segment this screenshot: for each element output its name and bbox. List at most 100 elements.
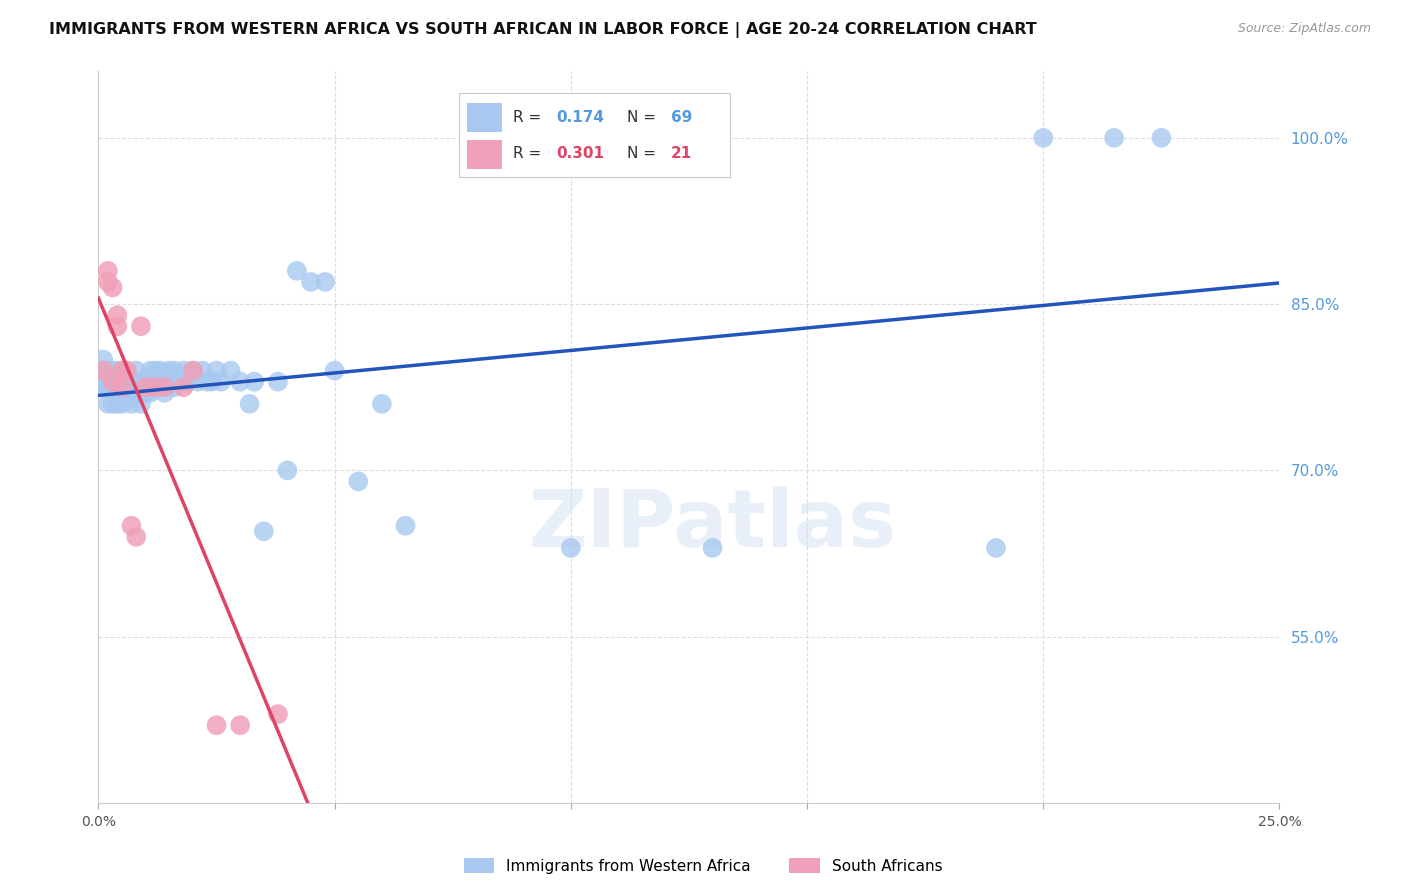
- Point: [129, 319, 152, 334]
- Point: [209, 375, 232, 389]
- Point: [181, 363, 204, 377]
- Point: [121, 518, 143, 533]
- Point: [157, 375, 180, 389]
- Point: [267, 375, 290, 389]
- Point: [135, 375, 157, 389]
- Point: [984, 541, 1007, 555]
- Text: IMMIGRANTS FROM WESTERN AFRICA VS SOUTH AFRICAN IN LABOR FORCE | AGE 20-24 CORRE: IMMIGRANTS FROM WESTERN AFRICA VS SOUTH …: [49, 22, 1038, 38]
- Point: [105, 308, 128, 322]
- Point: [195, 375, 218, 389]
- Text: R =: R =: [513, 111, 546, 125]
- Point: [143, 380, 166, 394]
- Point: [125, 363, 148, 377]
- Point: [97, 275, 120, 289]
- Point: [139, 385, 162, 400]
- Text: N =: N =: [627, 146, 661, 161]
- Point: [101, 397, 124, 411]
- Point: [97, 380, 120, 394]
- Point: [394, 518, 416, 533]
- Point: [191, 363, 214, 377]
- Point: [229, 718, 252, 732]
- Point: [97, 363, 120, 377]
- Text: Source: ZipAtlas.com: Source: ZipAtlas.com: [1237, 22, 1371, 36]
- Text: R =: R =: [513, 146, 546, 161]
- Point: [101, 363, 124, 377]
- FancyBboxPatch shape: [467, 140, 502, 169]
- Point: [201, 375, 224, 389]
- Point: [560, 541, 582, 555]
- Point: [105, 319, 128, 334]
- Point: [111, 397, 134, 411]
- Point: [105, 363, 128, 377]
- Point: [243, 375, 266, 389]
- Point: [91, 352, 114, 367]
- Point: [125, 385, 148, 400]
- Point: [129, 397, 152, 411]
- Point: [1032, 131, 1054, 145]
- Point: [276, 463, 298, 477]
- Point: [299, 275, 322, 289]
- Point: [153, 380, 176, 394]
- Point: [115, 385, 138, 400]
- Point: [139, 363, 162, 377]
- Point: [149, 363, 172, 377]
- Point: [177, 375, 200, 389]
- Point: [323, 363, 346, 377]
- Point: [157, 363, 180, 377]
- Point: [129, 375, 152, 389]
- Point: [1102, 131, 1125, 145]
- Point: [149, 375, 172, 389]
- Point: [172, 363, 194, 377]
- Point: [267, 707, 290, 722]
- Point: [143, 363, 166, 377]
- Point: [135, 385, 157, 400]
- Point: [239, 397, 262, 411]
- FancyBboxPatch shape: [467, 103, 502, 132]
- Point: [105, 397, 128, 411]
- Point: [111, 363, 134, 377]
- Point: [163, 363, 186, 377]
- Point: [97, 264, 120, 278]
- Point: [205, 718, 228, 732]
- Point: [101, 375, 124, 389]
- Point: [153, 385, 176, 400]
- Text: 0.301: 0.301: [557, 146, 605, 161]
- Legend: Immigrants from Western Africa, South Africans: Immigrants from Western Africa, South Af…: [457, 852, 949, 880]
- Point: [205, 363, 228, 377]
- Point: [187, 375, 209, 389]
- Point: [347, 475, 370, 489]
- Text: N =: N =: [627, 111, 661, 125]
- Point: [163, 380, 186, 394]
- Point: [371, 397, 394, 411]
- Point: [111, 380, 134, 394]
- Point: [97, 375, 120, 389]
- Point: [121, 397, 143, 411]
- Point: [105, 375, 128, 389]
- Point: [167, 375, 190, 389]
- Point: [97, 397, 120, 411]
- Point: [135, 380, 157, 394]
- Point: [253, 524, 276, 539]
- Text: 0.174: 0.174: [557, 111, 605, 125]
- Point: [229, 375, 252, 389]
- Point: [172, 380, 194, 394]
- Point: [143, 380, 166, 394]
- Point: [101, 375, 124, 389]
- Point: [285, 264, 308, 278]
- Point: [219, 363, 242, 377]
- Point: [115, 363, 138, 377]
- Point: [115, 363, 138, 377]
- Text: ZIPatlas: ZIPatlas: [529, 486, 897, 564]
- Point: [115, 375, 138, 389]
- Point: [121, 375, 143, 389]
- Text: 69: 69: [671, 111, 692, 125]
- Point: [125, 530, 148, 544]
- Point: [91, 363, 114, 377]
- Point: [101, 280, 124, 294]
- Point: [101, 380, 124, 394]
- Point: [111, 375, 134, 389]
- Point: [91, 380, 114, 394]
- Point: [181, 363, 204, 377]
- Point: [1150, 131, 1173, 145]
- Point: [91, 363, 114, 377]
